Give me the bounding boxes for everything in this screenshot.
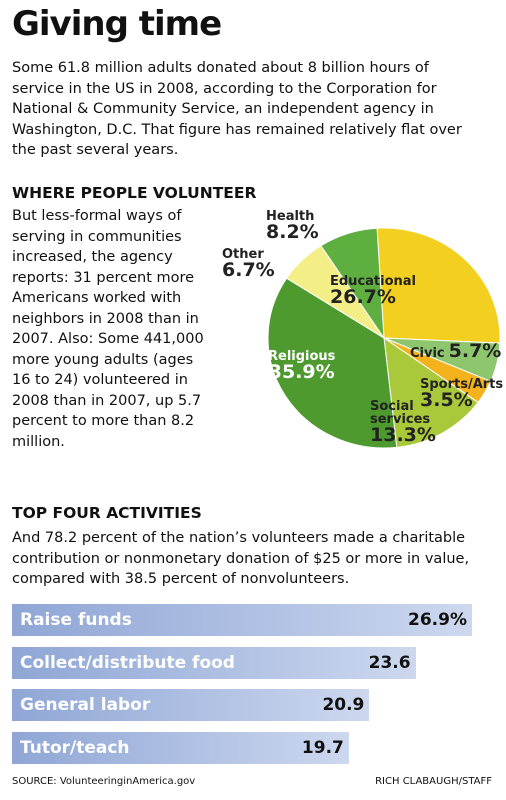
pie-label: Civic 5.7% [410, 342, 501, 361]
pie-label: Educational 26.7% [330, 275, 416, 307]
pie-chart [267, 227, 501, 449]
pie-slice [320, 227, 385, 340]
bar-label: General labor [20, 695, 151, 715]
pie-label: Social services 13.3% [370, 399, 436, 445]
pie-label-name: Civic [410, 346, 445, 361]
pie-slice [376, 227, 501, 344]
pie-value-label: 26.7% [330, 286, 396, 308]
pie-value-label: 6.7% [222, 259, 275, 281]
pie-value-label: 35.9% [268, 361, 335, 383]
pie-label-name: Health [266, 209, 315, 224]
bar [12, 646, 416, 679]
pie-label-name: Social services [370, 399, 431, 427]
bar-value-label: 26.9% [408, 610, 467, 630]
pie-description: But less-formal ways of serving in commu… [12, 208, 204, 450]
pie-title: WHERE PEOPLE VOLUNTEER [12, 184, 257, 202]
pie-slice [267, 277, 398, 449]
pie-label: Health 8.2% [266, 210, 319, 242]
title: Giving time [12, 4, 222, 44]
bar [12, 604, 472, 636]
intro: Some 61.8 million adults donated about 8… [12, 60, 462, 158]
bar-title: TOP FOUR ACTIVITIES [12, 504, 202, 522]
credit: RICH CLABAUGH/STAFF [375, 776, 492, 787]
bar [12, 731, 349, 764]
source: SOURCE: VolunteeringinAmerica.gov [12, 776, 196, 787]
pie-value-label: 8.2% [266, 221, 319, 243]
bar-value-label: 19.7 [301, 737, 344, 758]
bar [12, 689, 370, 721]
pie-label-name: Educational [330, 274, 417, 289]
pie-label-name: Religious [268, 349, 336, 364]
bar-label: Raise funds [20, 610, 132, 630]
pie-label-name: Sports/Arts [420, 377, 504, 392]
bar-description: And 78.2 percent of the nation’s volunte… [12, 530, 470, 587]
pie-value-label: 3.5% [420, 389, 473, 411]
bar-value-label: 20.9 [322, 695, 365, 715]
pie-label: Other 6.7% [222, 248, 275, 280]
bar-value-label: 23.6 [368, 652, 411, 673]
bar-label: Collect/distribute food [20, 652, 235, 673]
pie-label-name: Other [222, 247, 264, 262]
pie-value-label: 5.7% [448, 340, 502, 362]
bar-label: Tutor/teach [20, 737, 130, 758]
pie-label: Religious 35.9% [268, 350, 335, 382]
pie-label: Sports/Arts 3.5% [420, 378, 503, 410]
pie-value-label: 13.3% [370, 424, 436, 446]
pie-slice [383, 336, 479, 448]
